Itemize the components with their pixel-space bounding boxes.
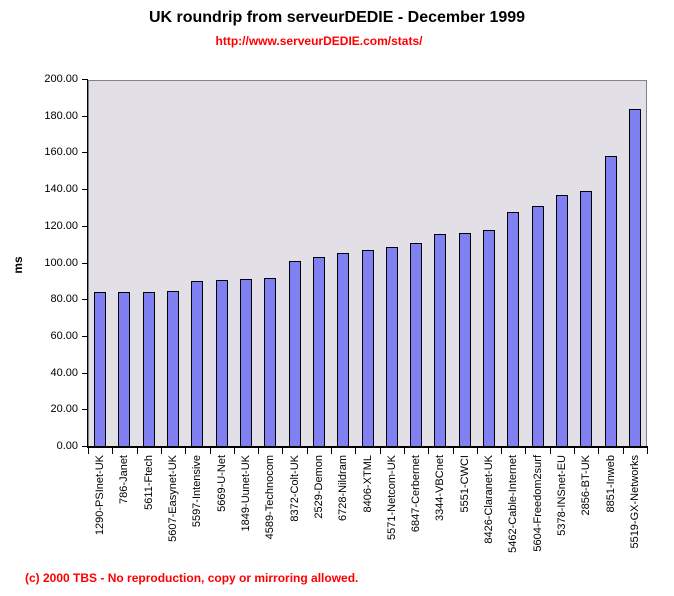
chart-bar — [556, 195, 568, 447]
y-axis-tick-label: 100.00 — [44, 256, 78, 269]
x-axis-tick-mark — [258, 448, 259, 454]
x-axis-category-label: 2529-Demon — [313, 455, 325, 519]
chart-bar — [143, 292, 155, 447]
y-axis-tick-label: 20.00 — [50, 403, 78, 416]
x-axis-tick-mark — [550, 448, 551, 454]
chart-bar — [216, 280, 228, 447]
x-axis-tick-mark — [623, 448, 624, 454]
x-axis-tick-mark — [453, 448, 454, 454]
chart-bar — [313, 257, 325, 447]
x-axis-tick-mark — [598, 448, 599, 454]
x-axis-category-label: 5551-CWCI — [459, 455, 471, 513]
chart-bar — [386, 247, 398, 447]
x-axis-tick-mark — [234, 448, 235, 454]
x-axis-category-label: 3344-VBCnet — [434, 455, 446, 522]
x-axis-tick-mark — [428, 448, 429, 454]
x-axis-category-label: 1290-PSInet-UK — [94, 455, 106, 536]
x-axis-category-label: 5597-Intensive — [191, 455, 203, 528]
x-axis-category-label: 1849-Uunet-UK — [240, 455, 252, 532]
y-axis-line — [87, 80, 88, 448]
chart-bar — [605, 156, 617, 447]
x-axis-category-label: 8426-Claranet-UK — [483, 455, 495, 544]
chart-bar — [167, 291, 179, 447]
chart-bar — [240, 279, 252, 447]
y-axis-tick-label: 60.00 — [50, 329, 78, 342]
chart-bar — [629, 109, 641, 447]
x-axis-tick-mark — [282, 448, 283, 454]
x-axis-tick-mark — [574, 448, 575, 454]
chart-bar — [434, 234, 446, 447]
x-axis-tick-mark — [477, 448, 478, 454]
x-axis-category-label: 6728-Nildram — [337, 455, 349, 522]
y-axis-tick-label: 160.00 — [44, 146, 78, 159]
y-axis-tick-mark — [82, 409, 88, 411]
chart-bar — [483, 230, 495, 447]
x-axis-tick-mark — [355, 448, 356, 454]
x-axis-category-label: 5378-INSnet-EU — [556, 455, 568, 536]
x-axis-tick-mark — [112, 448, 113, 454]
y-axis-tick-label: 80.00 — [50, 293, 78, 306]
y-axis-tick-label: 120.00 — [44, 219, 78, 232]
x-axis-category-label: 5604-Freedom2surf — [532, 455, 544, 552]
chart-bar — [289, 261, 301, 447]
x-axis-category-label: 786-Janet — [118, 455, 130, 504]
chart-bar — [362, 250, 374, 447]
x-axis-tick-mark — [210, 448, 211, 454]
y-axis-tick-mark — [82, 335, 88, 337]
chart-bar — [507, 212, 519, 447]
x-axis-tick-mark — [331, 448, 332, 454]
y-axis-tick-label: 180.00 — [44, 109, 78, 122]
x-axis-tick-mark — [88, 448, 89, 454]
x-axis-category-label: 5611-Ftech — [143, 455, 155, 510]
y-axis-tick-mark — [82, 262, 88, 264]
x-axis-tick-mark — [137, 448, 138, 454]
chart-bar — [191, 281, 203, 447]
chart-title: UK roundrip from serveurDEDIE - December… — [148, 9, 526, 26]
x-axis-line — [87, 446, 648, 448]
chart-bar — [580, 191, 592, 447]
chart-subtitle-url: http://www.serveurDEDIE.com/stats/ — [215, 34, 423, 48]
chart-bar — [94, 292, 106, 447]
x-axis-category-label: 5607-Easynet-UK — [167, 455, 179, 542]
x-axis-tick-mark — [380, 448, 381, 454]
y-axis-tick-mark — [82, 115, 88, 117]
chart-bar — [459, 233, 471, 447]
y-axis-tick-mark — [82, 372, 88, 374]
x-axis-tick-mark — [185, 448, 186, 454]
copyright-notice: (c) 2000 TBS - No reproduction, copy or … — [25, 571, 359, 585]
x-axis-category-label: 4589-Technocom — [264, 455, 276, 540]
x-axis-category-label: 8851-Inweb — [605, 455, 617, 513]
x-axis-category-label: 6847-Cerbernet — [410, 455, 422, 533]
x-axis-category-label: 5571-Netcom-UK — [386, 455, 398, 540]
x-axis-category-label: 5462-Cable-Internet — [507, 455, 519, 553]
x-axis-category-label: 5519-GX-Networks — [629, 455, 641, 549]
chart-bar — [264, 278, 276, 447]
y-axis-tick-mark — [82, 189, 88, 191]
x-axis-tick-mark — [307, 448, 308, 454]
y-axis-tick-label: 200.00 — [44, 73, 78, 85]
x-axis-tick-mark — [647, 448, 648, 454]
y-axis-tick-label: 40.00 — [50, 366, 78, 379]
chart-bar — [337, 253, 349, 447]
y-axis-tick-label: 0.00 — [56, 440, 78, 452]
y-axis-tick-mark — [82, 299, 88, 301]
y-axis-tick-mark — [82, 225, 88, 227]
x-axis-tick-mark — [525, 448, 526, 454]
x-axis-tick-mark — [501, 448, 502, 454]
x-axis-tick-mark — [161, 448, 162, 454]
chart-bar — [118, 292, 130, 447]
x-axis-category-label: 8372-Colt-UK — [289, 455, 301, 522]
x-axis-tick-mark — [404, 448, 405, 454]
y-axis-tick-label: 140.00 — [44, 183, 78, 196]
y-axis-tick-mark — [82, 152, 88, 154]
x-axis-category-label: 8406-XTML — [362, 455, 374, 513]
chart-bar — [532, 206, 544, 447]
x-axis-category-label: 2856-BT-UK — [580, 455, 592, 516]
y-axis-tick-mark — [82, 79, 88, 80]
x-axis-category-label: 5669-U-Net — [216, 455, 228, 512]
y-axis-tick-mark — [82, 446, 88, 447]
chart-bar — [410, 243, 422, 447]
